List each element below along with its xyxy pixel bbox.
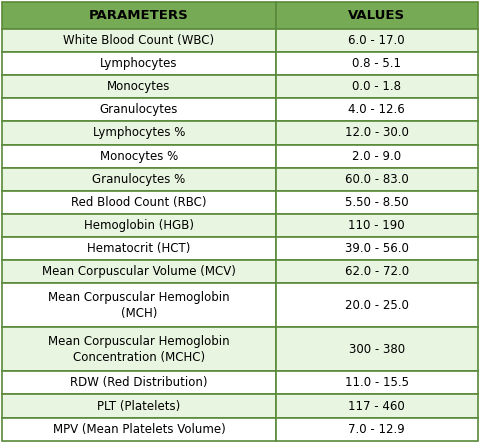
Text: Hemoglobin (HGB): Hemoglobin (HGB) (84, 219, 194, 232)
Text: VALUES: VALUES (348, 9, 405, 22)
Bar (276, 2, 478, 29)
Bar (2, 237, 276, 260)
Bar (2, 191, 276, 214)
Bar (276, 98, 478, 121)
Bar (276, 75, 478, 98)
Text: Red Blood Count (RBC): Red Blood Count (RBC) (71, 196, 207, 209)
Text: PARAMETERS: PARAMETERS (89, 9, 189, 22)
Text: 110 - 190: 110 - 190 (348, 219, 405, 232)
Text: MPV (Mean Platelets Volume): MPV (Mean Platelets Volume) (53, 423, 226, 436)
Bar (2, 52, 276, 75)
Text: 117 - 460: 117 - 460 (348, 400, 405, 412)
Text: 11.0 - 15.5: 11.0 - 15.5 (345, 377, 408, 389)
Bar (2, 260, 276, 284)
Bar (2, 214, 276, 237)
Text: Granulocytes %: Granulocytes % (92, 173, 186, 186)
Text: Mean Corpuscular Hemoglobin
(MCH): Mean Corpuscular Hemoglobin (MCH) (48, 291, 230, 320)
Text: Mean Corpuscular Volume (MCV): Mean Corpuscular Volume (MCV) (42, 265, 236, 278)
Text: 300 - 380: 300 - 380 (348, 343, 405, 356)
Text: 7.0 - 12.9: 7.0 - 12.9 (348, 423, 405, 436)
Bar (276, 327, 478, 371)
Bar (276, 260, 478, 284)
Text: 6.0 - 17.0: 6.0 - 17.0 (348, 34, 405, 47)
Text: 0.8 - 5.1: 0.8 - 5.1 (352, 57, 401, 70)
Text: Lymphocytes %: Lymphocytes % (93, 126, 185, 140)
Bar (276, 52, 478, 75)
Bar (2, 395, 276, 418)
Bar (2, 284, 276, 327)
Bar (276, 395, 478, 418)
Bar (276, 168, 478, 191)
Bar (276, 29, 478, 52)
Text: White Blood Count (WBC): White Blood Count (WBC) (63, 34, 215, 47)
Bar (2, 75, 276, 98)
Bar (276, 418, 478, 441)
Bar (276, 191, 478, 214)
Text: 5.50 - 8.50: 5.50 - 8.50 (345, 196, 408, 209)
Text: 0.0 - 1.8: 0.0 - 1.8 (352, 80, 401, 93)
Bar (2, 168, 276, 191)
Bar (276, 144, 478, 168)
Text: Mean Corpuscular Hemoglobin
Concentration (MCHC): Mean Corpuscular Hemoglobin Concentratio… (48, 335, 230, 364)
Text: Monocytes %: Monocytes % (100, 150, 178, 163)
Text: 20.0 - 25.0: 20.0 - 25.0 (345, 299, 408, 312)
Bar (2, 29, 276, 52)
Bar (2, 121, 276, 144)
Text: Granulocytes: Granulocytes (100, 103, 178, 117)
Bar (2, 2, 276, 29)
Bar (276, 237, 478, 260)
Bar (2, 144, 276, 168)
Bar (2, 418, 276, 441)
Text: PLT (Platelets): PLT (Platelets) (97, 400, 180, 412)
Bar (276, 284, 478, 327)
Bar (276, 214, 478, 237)
Bar (2, 98, 276, 121)
Text: 60.0 - 83.0: 60.0 - 83.0 (345, 173, 408, 186)
Text: 4.0 - 12.6: 4.0 - 12.6 (348, 103, 405, 117)
Text: 12.0 - 30.0: 12.0 - 30.0 (345, 126, 408, 140)
Bar (276, 121, 478, 144)
Text: 62.0 - 72.0: 62.0 - 72.0 (345, 265, 408, 278)
Bar (276, 371, 478, 395)
Text: Hematocrit (HCT): Hematocrit (HCT) (87, 242, 191, 255)
Bar (2, 327, 276, 371)
Bar (2, 371, 276, 395)
Text: RDW (Red Distribution): RDW (Red Distribution) (70, 377, 208, 389)
Text: 2.0 - 9.0: 2.0 - 9.0 (352, 150, 401, 163)
Text: Lymphocytes: Lymphocytes (100, 57, 178, 70)
Text: 39.0 - 56.0: 39.0 - 56.0 (345, 242, 408, 255)
Text: Monocytes: Monocytes (108, 80, 171, 93)
